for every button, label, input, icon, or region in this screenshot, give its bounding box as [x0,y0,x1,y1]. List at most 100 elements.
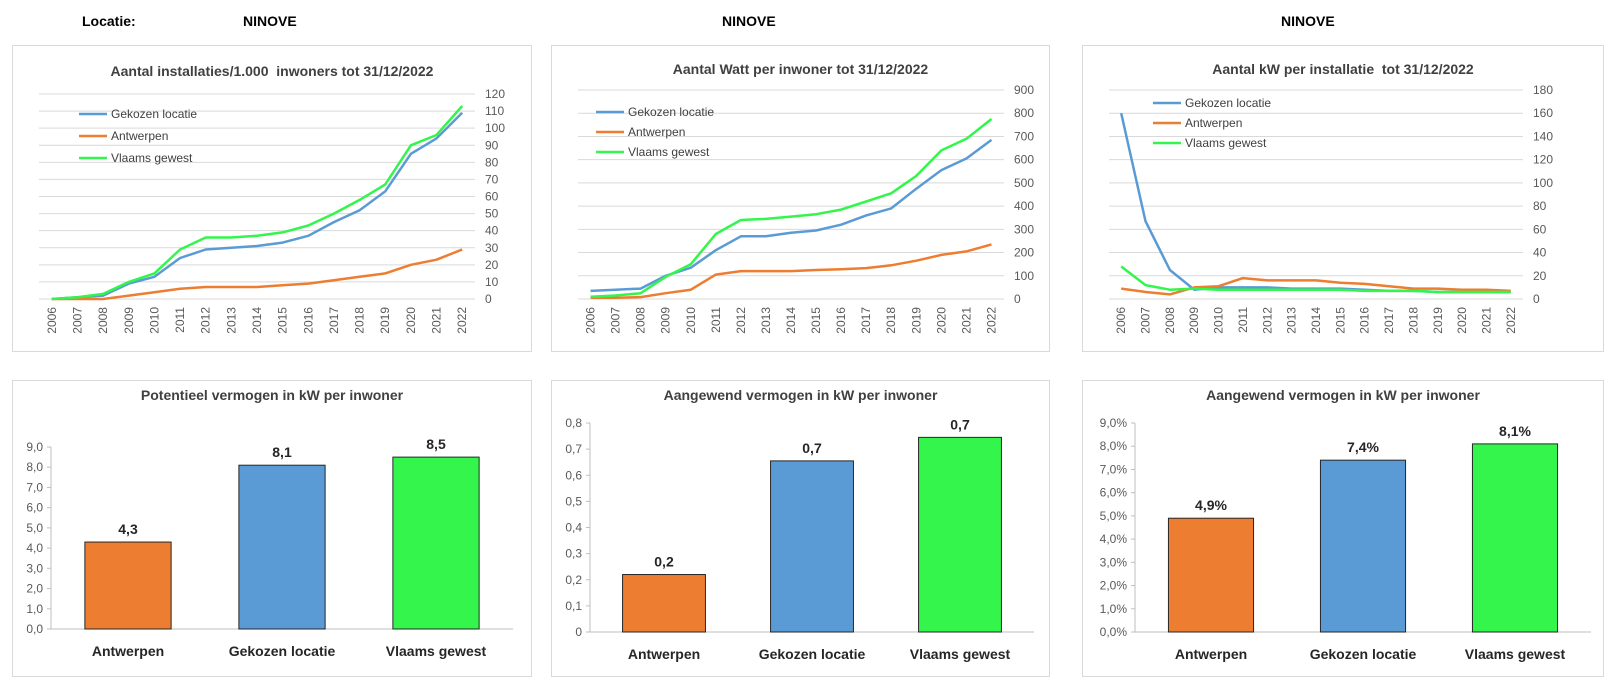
category-label: Gekozen locatie [759,646,866,662]
bar [918,436,1002,633]
x-tick-label: 2006 [1114,307,1128,334]
x-tick-label: 2007 [70,307,84,334]
bar [392,456,480,630]
chart-svg: Aantal kW per installatie tot 31/12/2022… [1109,61,1553,334]
x-tick-label: 2019 [1431,307,1445,334]
series-line [51,105,464,301]
y-tick-label: 3,0% [1100,555,1128,569]
bar [1319,459,1407,633]
x-tick-label: 2009 [122,307,136,334]
x-tick-label: 2017 [859,307,873,334]
x-tick-label: 2014 [784,307,798,334]
data-label: 4,9% [1195,497,1227,513]
y-tick-label: 800 [1014,106,1034,120]
y-tick-label: 0,7 [565,442,582,456]
x-tick-label: 2015 [809,307,823,334]
chart-title: Aangewend vermogen in kW per inwoner [1206,387,1480,403]
x-tick-label: 2013 [759,307,773,334]
chart-title: Aantal installaties/1.000 inwoners tot 3… [111,63,434,79]
x-tick-label: 2022 [455,307,469,334]
legend-label: Antwerpen [111,129,168,143]
legend-label: Antwerpen [628,125,685,139]
y-tick-label: 2,0 [26,582,43,596]
y-tick-label: 3,0 [26,561,43,575]
y-tick-label: 110 [485,104,504,118]
y-tick-label: 8,0 [26,460,43,474]
data-label: 8,1% [1499,423,1531,439]
y-tick-label: 5,0 [26,521,43,535]
x-tick-label: 2011 [173,307,187,333]
x-tick-label: 2008 [96,307,110,334]
y-tick-label: 1,0 [26,602,43,616]
y-tick-label: 0,5 [565,494,582,508]
data-label: 0,2 [654,554,674,570]
chart-svg: Aangewend vermogen in kW per inwoner 0 0,1… [565,387,1034,662]
y-tick-label: 200 [1014,246,1034,260]
x-tick-label: 2018 [1406,307,1420,334]
bar [1471,443,1559,633]
x-tick-label: 2021 [430,307,444,334]
header-title-right: NINOVE [1281,13,1335,29]
y-tick-label: 2,0% [1100,579,1128,593]
y-tick-label: 6,0 [26,501,43,515]
legend-label: Gekozen locatie [111,107,197,121]
series-line [590,138,993,293]
category-label: Vlaams gewest [910,646,1011,662]
y-tick-label: 4,0 [26,541,43,555]
y-tick-label: 5,0% [1100,509,1128,523]
y-tick-label: 0 [575,625,582,639]
y-tick-label: 50 [485,207,499,221]
category-label: Gekozen locatie [1310,646,1417,662]
series-line [51,111,464,301]
y-tick-label: 60 [485,190,499,204]
chart-panel-used-kw: Aangewend vermogen in kW per inwoner 0 0,1… [551,380,1050,677]
y-tick-label: 300 [1014,222,1034,236]
y-tick-label: 0,0% [1100,625,1128,639]
y-tick-label: 20 [1533,269,1547,283]
data-label: 0,7 [950,416,970,432]
y-tick-label: 40 [1533,246,1547,260]
x-tick-label: 2008 [634,307,648,334]
series-line [590,243,992,300]
chart-title: Potentieel vermogen in kW per inwoner [141,387,404,403]
category-label: Vlaams gewest [386,643,487,659]
y-tick-label: 8,0% [1100,439,1128,453]
y-tick-label: 30 [485,241,499,255]
x-tick-label: 2006 [45,307,59,334]
y-tick-label: 20 [485,258,499,272]
x-tick-label: 2020 [404,307,418,334]
x-tick-label: 2007 [1139,307,1153,334]
category-label: Antwerpen [628,646,700,662]
data-label: 7,4% [1347,439,1379,455]
x-tick-label: 2011 [709,307,723,333]
y-tick-label: 140 [1533,129,1553,143]
y-tick-label: 700 [1014,129,1034,143]
y-tick-label: 100 [1014,269,1034,283]
y-tick-label: 0,4 [565,521,582,535]
category-label: Gekozen locatie [229,643,336,659]
x-tick-label: 2007 [609,307,623,334]
x-tick-label: 2009 [1187,307,1201,334]
legend-label: Antwerpen [1185,116,1242,130]
x-tick-label: 2010 [684,307,698,334]
x-tick-label: 2009 [659,307,673,334]
y-tick-label: 400 [1014,199,1034,213]
series-line [51,248,463,301]
chart-svg: Aantal Watt per inwoner tot 31/12/2022 0 1… [578,61,1034,334]
legend-label: Vlaams gewest [111,151,193,165]
bar [84,541,172,630]
x-tick-label: 2021 [1479,307,1493,334]
y-tick-label: 1,0% [1100,602,1128,616]
chart-title: Aantal kW per installatie tot 31/12/2022 [1212,61,1474,77]
chart-panel-used-pct: Aangewend vermogen in kW per inwoner 0,0%… [1082,380,1604,677]
x-tick-label: 2020 [934,307,948,334]
series-line [590,118,993,298]
x-tick-label: 2016 [1358,307,1372,334]
data-label: 0,7 [802,440,822,456]
y-tick-label: 0,2 [565,573,582,587]
x-tick-label: 2022 [1504,307,1518,334]
y-tick-label: 100 [485,121,505,135]
y-tick-label: 6,0% [1100,486,1128,500]
x-tick-label: 2019 [909,307,923,334]
header-title-middle: NINOVE [722,13,776,29]
